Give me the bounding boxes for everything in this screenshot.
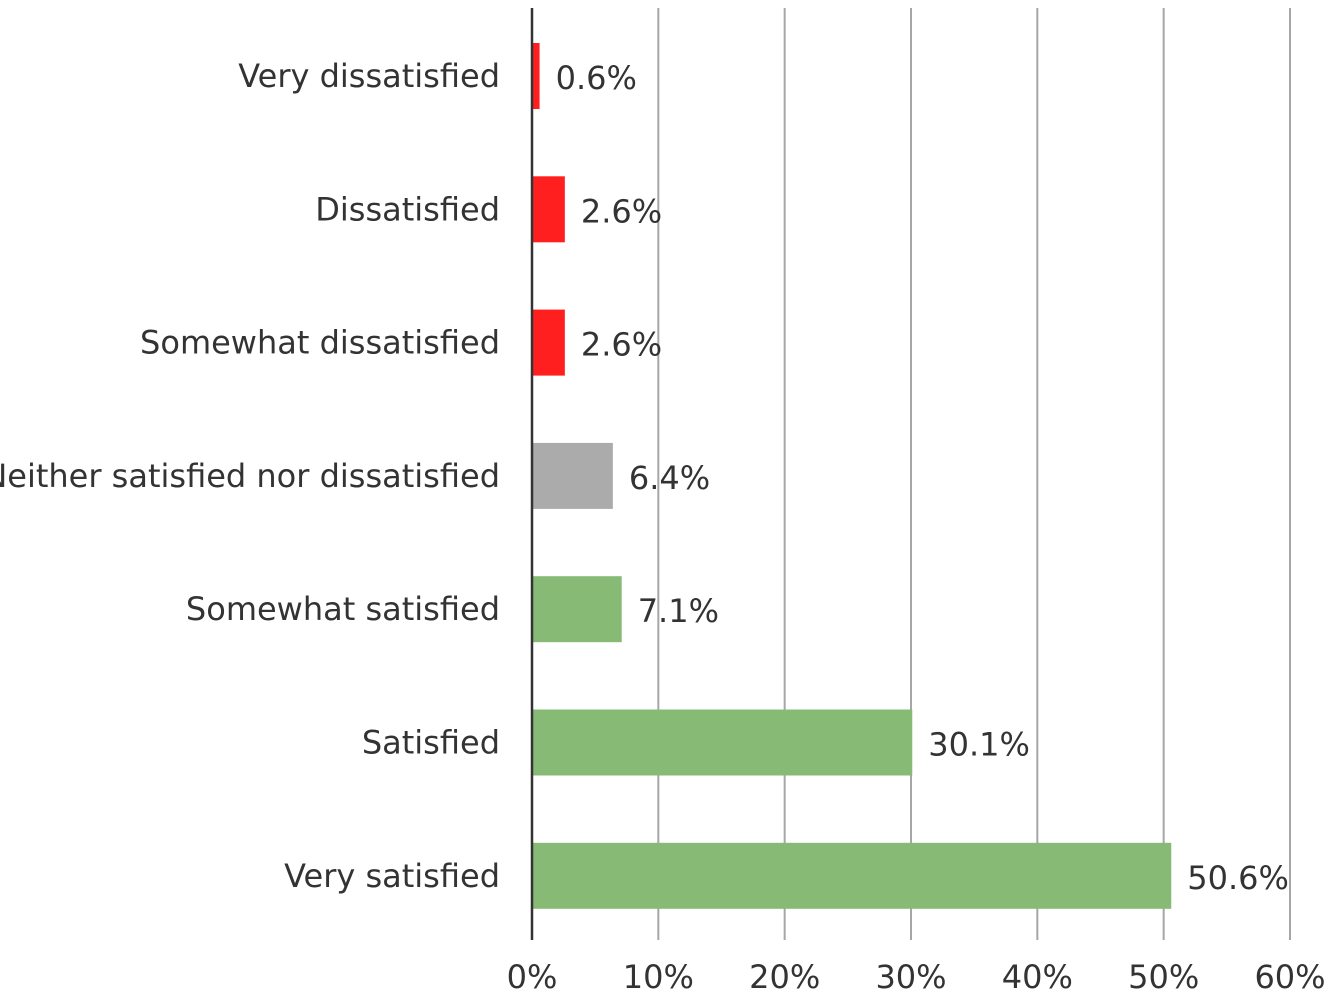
data-label: 2.6%: [581, 326, 662, 364]
category-label: Neither satisfied nor dissatisfied: [0, 457, 500, 495]
x-tick-label: 60%: [1254, 958, 1325, 996]
x-tick-label: 10%: [623, 958, 694, 996]
bar: [532, 842, 1172, 909]
category-label: Dissatisfied: [315, 190, 500, 228]
x-tick-label: 20%: [749, 958, 820, 996]
category-label: Somewhat dissatisfied: [140, 324, 500, 362]
bar: [532, 709, 913, 776]
x-tick-label: 40%: [1002, 958, 1073, 996]
gridlines: [657, 8, 1291, 940]
category-label: Satisfied: [362, 724, 500, 762]
bars: [532, 43, 1172, 909]
data-label: 6.4%: [629, 459, 710, 497]
x-tick-label: 0%: [507, 958, 558, 996]
data-label: 50.6%: [1187, 859, 1289, 897]
x-tick-label: 50%: [1128, 958, 1199, 996]
bar: [532, 43, 540, 109]
bar: [532, 176, 565, 243]
category-label: Somewhat satisfied: [186, 590, 500, 628]
labels: 0% 10% 20% 30% 40% 50% 60% Very dissatisfied 0.6…: [0, 57, 1326, 996]
data-label: 0.6%: [556, 59, 637, 97]
category-label: Very dissatisfied: [238, 57, 500, 95]
data-label: 2.6%: [581, 192, 662, 230]
x-tick-label: 30%: [875, 958, 946, 996]
data-label: 30.1%: [928, 726, 1030, 764]
bar: [532, 442, 613, 509]
bar: [532, 576, 622, 643]
bar: [532, 309, 565, 376]
category-label: Very satisfied: [284, 857, 500, 895]
data-label: 7.1%: [638, 592, 719, 630]
